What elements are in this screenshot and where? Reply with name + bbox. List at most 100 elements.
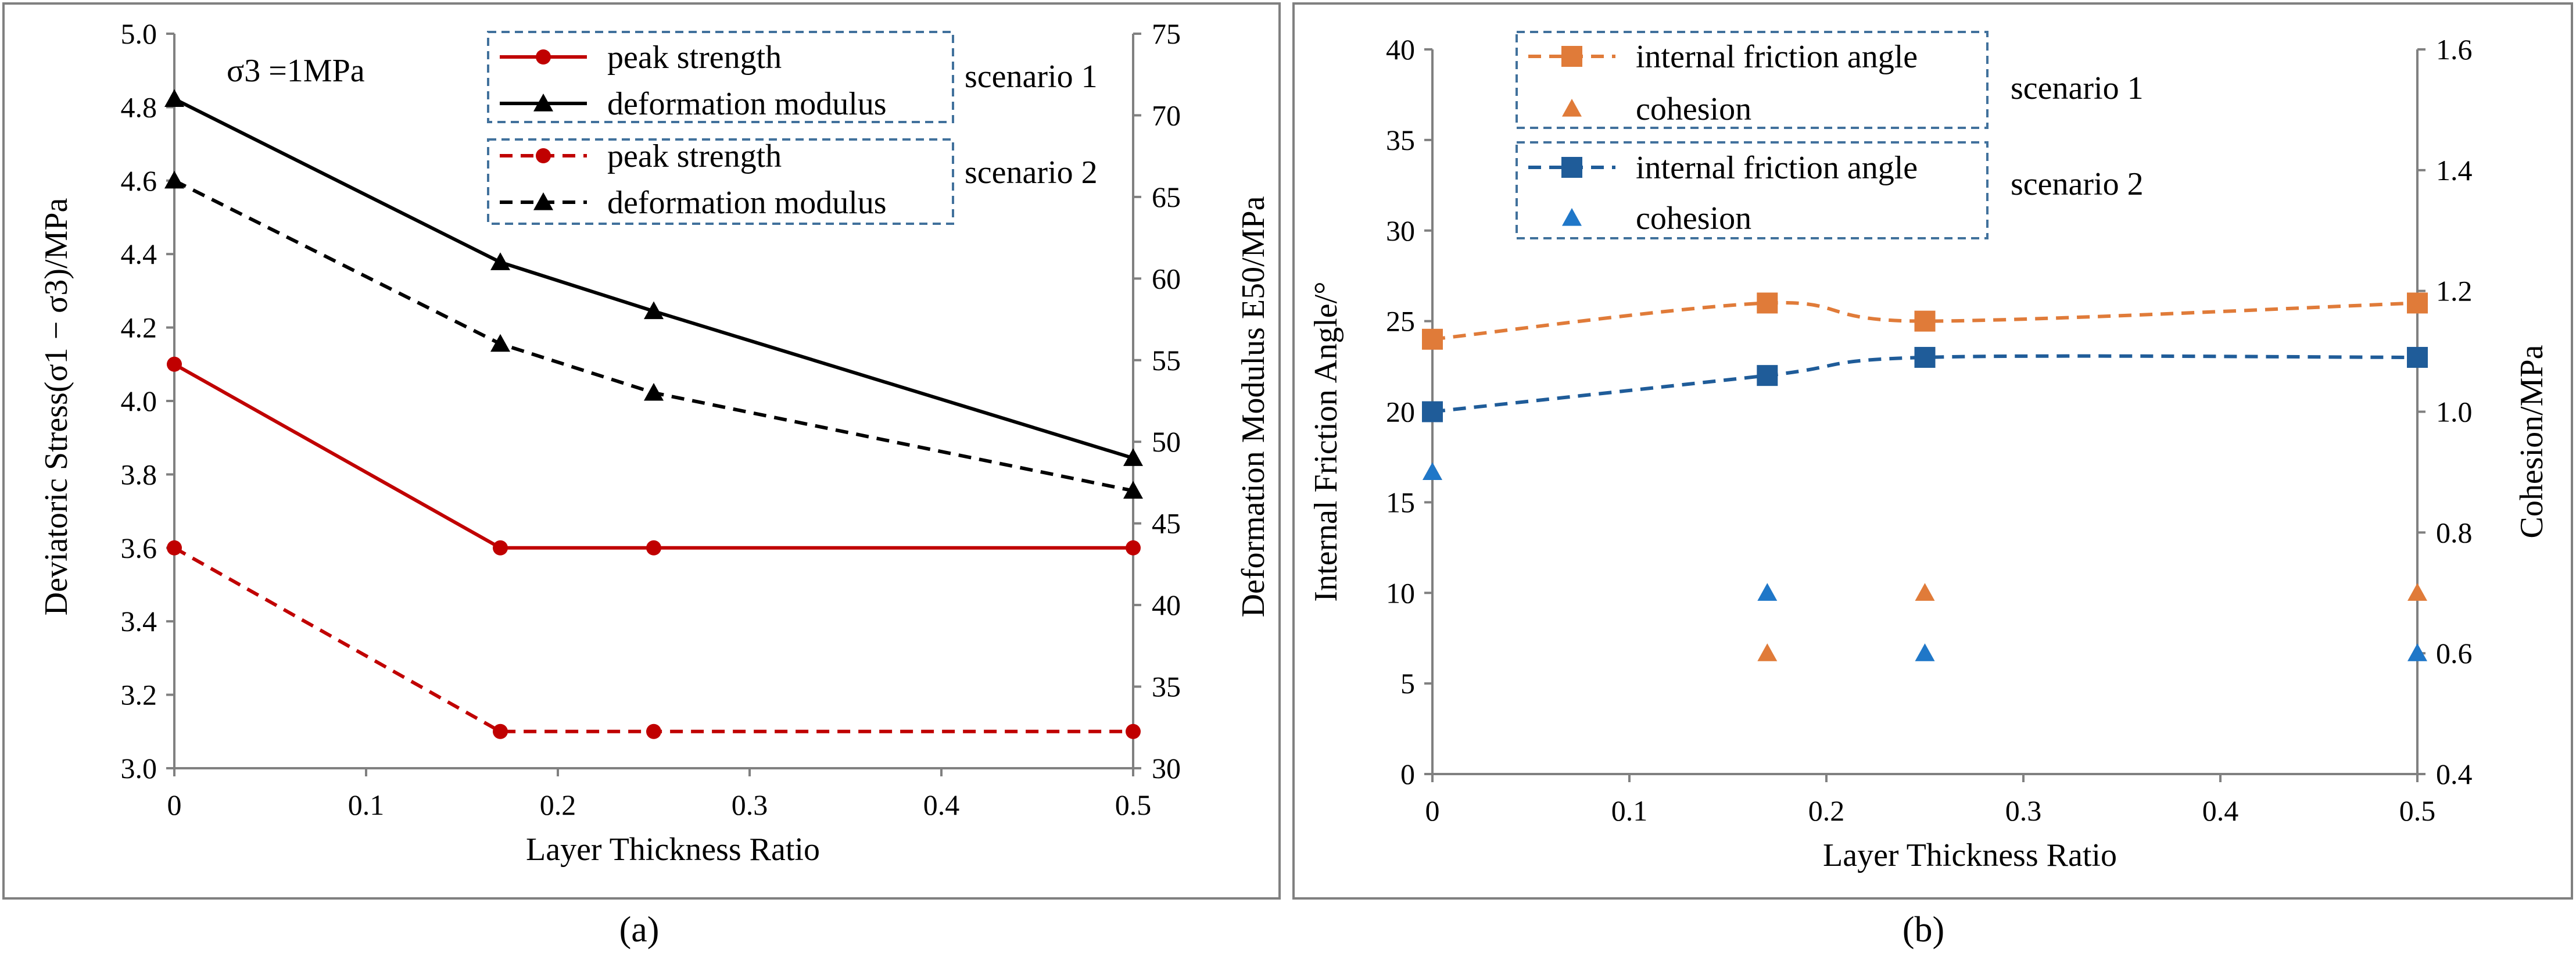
panel-b-y-right-tick-label: 1.2 [2436,275,2473,307]
panel-b-series-internal-friction-angle-scenario-1-point [1422,328,1443,350]
panel-b-x-tick-label: 0.3 [2005,794,2042,827]
panel-a-y-right-tick-label: 30 [1152,752,1181,785]
panel-a-y-left-tick-label: 4.8 [121,91,157,123]
panel-b-legend-box-scenario-2 [1515,141,1989,239]
panel-b-series-internal-friction-angle-scenario-2-legend-label: internal friction angle [1636,150,1918,186]
panel-a-annotation: σ3 =1MPa [227,53,365,89]
panel-b-series-cohesion-scenario-1-point [2407,583,2427,601]
panel-a-y-right-tick-label: 55 [1152,344,1181,377]
panel-a-series-peak-strength-scenario-1-point [646,540,661,556]
panel-a-y-left-tick-label: 4.2 [121,311,157,344]
panel-a-series-deformation-modulus-scenario-1-line [173,97,1134,460]
panel-b-x-tick-label: 0.5 [2399,794,2436,827]
panel-b-label: (b) [1903,910,1944,950]
panel-a-series-peak-strength-scenario-1-line [173,363,1133,550]
panel-b-series-internal-friction-angle-scenario-2-line [1432,354,2418,414]
panel-b-series [1422,292,2428,661]
panel-a-y-left-tick-label: 3.6 [121,532,157,564]
panel-a-x-tick-label: 0.2 [540,789,576,821]
panel-b-series-internal-friction-angle-scenario-1-point [1757,292,1778,314]
panel-a-legend-entries: peak strength deformation modulus peak str… [500,40,887,221]
panel-a-series [164,89,1143,739]
panel-a-y-left-tick-label: 3.2 [121,679,157,711]
panel-a-y-left-tick-label: 4.4 [121,238,157,270]
panel-a-series-deformation-modulus-scenario-1-point [490,252,510,270]
panel-a-series-peak-strength-scenario-2-legend-label: peak strength [607,138,782,174]
panel-b-series-internal-friction-angle-scenario-2-point [1422,401,1443,422]
panel-b-series-cohesion-scenario-2-legend-marker [1562,208,1582,226]
panel-b-x-tick-label: 0.1 [1611,794,1648,827]
panel-b-series-cohesion-scenario-2-point [1915,643,1935,661]
panel-b-y-left-tick-label: 10 [1386,576,1415,609]
panel-b-y-left-tick-label: 5 [1400,667,1415,700]
panel-a-y-left-tick-label: 4.0 [121,385,157,417]
panel-a-x-tick-label: 0 [167,789,182,821]
panel-a-series-deformation-modulus-scenario-2-point [490,334,510,352]
panel-b-y-left-tick-label: 0 [1400,758,1415,790]
panel-b-series-internal-friction-angle-scenario-1-point [2407,292,2428,314]
panel-a-series-deformation-modulus-scenario-2-legend-marker [533,192,553,210]
panel-b-series-internal-friction-angle-scenario-2-legend-marker [1561,157,1582,178]
panel-a-ylabel-right: Deformation Modulus E50/MPa [1235,196,1271,617]
panel-b-series-internal-friction-angle-scenario-2-point [1914,346,1936,368]
panel-a-y-right-tick-label: 40 [1152,589,1181,621]
panel-a-series-peak-strength-scenario-2-legend-marker [536,148,551,163]
panel-a-y-left-tick-label: 5.0 [121,17,157,50]
panel-a-legend-group-1: scenario 1 [965,59,1098,95]
panel-b-legend-entries: internal friction angle cohesion internal … [1528,39,1918,237]
panel-b-series-cohesion-scenario-2-legend-label: cohesion [1636,200,1751,237]
panel-a-series-deformation-modulus-scenario-2-line [173,179,1134,493]
panel-a-y-right-tick-label: 35 [1152,671,1181,703]
panel-a-legend: peak strength deformation modulus peak str… [487,31,1098,225]
panel-b-y-left-tick-label: 20 [1386,396,1415,428]
panel-b-y-right-tick-label: 1.0 [2436,396,2473,428]
panel-b-series-cohesion-scenario-1-point [1757,643,1778,661]
panel-b-series-internal-friction-angle-scenario-2-point [1757,365,1778,386]
panel-b-ylabel-left: Internal Friction Angle/° [1308,281,1344,601]
panel-b-series-cohesion-scenario-1-point [1915,583,1935,601]
panel-a-series-deformation-modulus-scenario-1-point [644,301,664,320]
panel-a-label: (a) [619,910,660,950]
panel-a-y-right-tick-label: 75 [1152,17,1181,50]
panel-a-series-deformation-modulus-scenario-2-point [644,382,664,401]
panel-b-y-left-tick-label: 25 [1386,305,1415,338]
panel-b-y-left-tick-label: 15 [1386,486,1415,518]
panel-a-y-right-tick-label: 70 [1152,99,1181,131]
panel-a-frame [2,2,1281,900]
panel-b-series-cohesion-scenario-2-point [1423,462,1442,481]
panel-b-series-cohesion-scenario-2-point [1757,583,1778,601]
panel-a-series-peak-strength-scenario-1-legend-label: peak strength [607,40,782,76]
panel-a-y-left-tick-label: 3.4 [121,605,157,637]
panel-a-series-deformation-modulus-scenario-2-point [164,170,184,189]
panel-b-ylabel-right: Cohesion/MPa [2514,345,2550,538]
panel-b-legend-box-scenario-1 [1515,31,1989,129]
panel-b-x-tick-label: 0.2 [1808,794,1845,827]
panel-b-y-right-tick-label: 1.4 [2436,154,2473,187]
panel-b-legend: internal friction angle cohesion internal … [1515,31,2144,239]
panel-a-x-tick-label: 0.4 [923,789,960,821]
panel-a-y-right-tick-label: 65 [1152,181,1181,213]
panel-a-legend-box-scenario-2 [487,138,954,225]
panel-a-series-deformation-modulus-scenario-1-legend-marker [533,94,553,112]
panel-a-y-left-tick-label: 3.8 [121,458,157,490]
panel-b-series-cohesion-scenario-2-point [2407,643,2427,661]
panel-a-series-deformation-modulus-scenario-1-point [164,89,184,107]
panel-a-series-peak-strength-scenario-1-point [167,356,182,372]
panel-b-y-right-tick-label: 0.8 [2436,516,2473,549]
panel-a-x-tick-label: 0.1 [348,789,385,821]
panel-b-series-internal-friction-angle-scenario-1-line [1432,300,2418,341]
panel-b-y-right-tick-label: 0.4 [2436,758,2473,790]
panel-b-series-cohesion-scenario-1-legend-marker [1562,99,1582,117]
panel-a-y-right-tick-label: 50 [1152,425,1181,458]
panel-b: 0 0.1 0.2 0.3 0.4 0.505101520253035400.40.60.… [1292,2,2573,950]
panel-a-y-right-tick-label: 60 [1152,262,1181,295]
panel-a-y-right-tick-label: 45 [1152,507,1181,540]
panel-a-x-tick-label: 0.3 [732,789,768,821]
panel-a-axes: 0 0.1 0.2 0.3 0.4 0.5 3.0 3.2 3.4 3.6 3.8 4.0 4.2 4.4… [121,17,1181,821]
panel-a-series-deformation-modulus-scenario-2-legend-label: deformation modulus [607,185,887,221]
panel-a-y-left-tick-label: 4.6 [121,164,157,197]
panel-a-series-deformation-modulus-scenario-2-point [1123,481,1143,499]
panel-a-series-peak-strength-scenario-2-point [167,540,182,556]
panel-a: 0 0.1 0.2 0.3 0.4 0.5 3.0 3.2 3.4 3.6 3.8 4.0 4.2 4.4… [2,2,1281,950]
